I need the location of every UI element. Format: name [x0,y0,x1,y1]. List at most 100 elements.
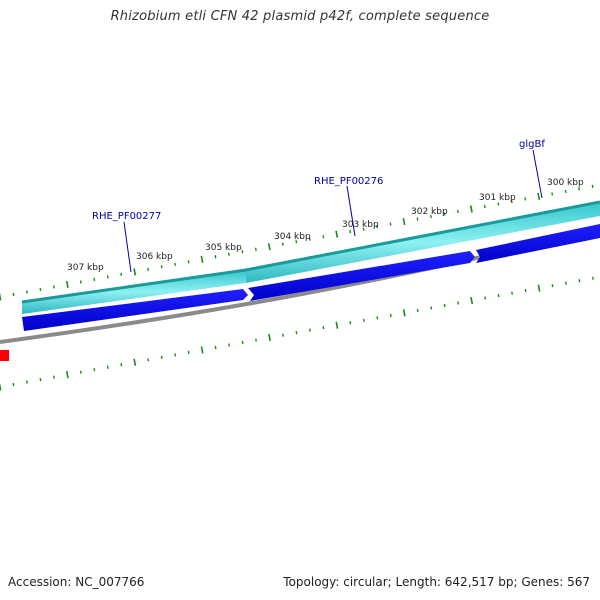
gene-block-forward-2[interactable] [246,202,600,283]
scale-label-301: 301 kbp [479,193,516,203]
outer-scale-major-tick [267,243,271,251]
outer-scale-minor-tick [25,290,28,294]
accession-text: Accession: NC_007766 [8,575,145,589]
outer-scale-minor-tick [510,199,513,204]
outer-scale-minor-tick [322,235,325,239]
outer-scale-major-tick [0,293,2,301]
gene-labels: RHE_PF00277 RHE_PF00276 glgBf [92,139,545,273]
outer-scale-minor-tick [93,277,96,282]
outer-scale-minor-tick [362,227,365,231]
outer-scale-minor-tick [187,260,190,264]
forward-strand-track [21,200,600,314]
inner-scale-minor-tick [255,338,257,342]
inner-scale-minor-tick [160,355,163,359]
outer-scale-minor-tick [106,275,109,279]
inner-scale-minor-tick [214,345,217,350]
inner-scale-minor-tick [457,301,460,305]
inner-scale-minor-tick [443,303,446,308]
inner-scale-minor-tick [430,306,433,310]
outer-scale-major-tick [335,230,339,238]
outer-scale-minor-tick [376,225,379,229]
outer-scale-minor-tick [227,252,230,256]
scale-label-305: 305 kbp [205,243,242,253]
inner-scale-minor-tick [174,353,177,357]
outer-scale-minor-tick [254,247,257,251]
outer-scale-minor-tick [443,212,446,216]
scale-label-304: 304 kbp [274,232,311,242]
inner-scale-minor-tick [12,382,15,387]
outer-scale-minor-tick [281,242,284,246]
outer-scale-minor-tick [564,189,567,194]
inner-scale-major-tick [200,346,204,354]
outer-scale-minor-tick [483,204,486,209]
inner-scale-ticks [0,276,594,391]
gene-block-forward-1[interactable] [22,270,246,314]
outer-scale-major-tick [402,217,406,226]
inner-scale-minor-tick [578,279,581,283]
outer-scale-minor-tick [52,285,55,289]
scale-label-307: 307 kbp [67,263,104,273]
outer-scale-minor-tick [456,209,459,214]
outer-scale-minor-tick [147,267,150,271]
inner-scale-minor-tick [497,293,500,298]
outer-scale-ticks [0,184,594,301]
outer-scale-minor-tick [429,214,432,219]
inner-scale-minor-tick [39,377,42,382]
sequence-summary: Topology: circular; Length: 642,517 bp; … [283,575,590,589]
inner-scale-major-tick [470,296,474,305]
gene-arrow-reverse-1[interactable] [22,289,248,331]
gene-label-rhe-pf00276[interactable]: RHE_PF00276 [314,176,383,187]
inner-scale-minor-tick [484,296,487,300]
inner-scale-minor-tick [551,284,554,288]
inner-scale-major-tick [537,284,541,292]
gene-label-rhe-pf00277[interactable]: RHE_PF00277 [92,211,161,222]
inner-scale-minor-tick [349,321,352,325]
inner-scale-minor-tick [376,316,379,320]
gene-label-glgbf[interactable]: glgBf [519,139,545,150]
inner-scale-minor-tick [120,363,123,367]
inner-scale-minor-tick [511,291,514,295]
inner-scale-minor-tick [308,328,311,332]
inner-scale-minor-tick [241,340,244,345]
inner-scale-minor-tick [362,318,365,322]
inner-scale-minor-tick [25,380,28,384]
outer-scale-minor-tick [120,272,123,276]
inner-scale-minor-tick [389,313,392,317]
outer-scale-major-tick [65,280,69,289]
reverse-strand-track [22,224,600,331]
gene-label-line-glgbf [532,149,543,199]
outer-scale-major-tick [537,192,541,201]
inner-scale-minor-tick [52,375,55,379]
outer-scale-minor-tick [160,265,163,269]
inner-scale-minor-tick [106,365,109,369]
scale-labels: 307 kbp 306 kbp 305 kbp 304 kbp 303 kbp … [67,178,584,273]
inner-scale-major-tick [0,383,2,391]
gene-block-edge [21,200,600,304]
inner-scale-minor-tick [147,358,150,362]
outer-scale-minor-tick [551,192,554,196]
outer-scale-minor-tick [308,237,311,241]
inner-scale-major-tick [65,371,69,379]
inner-scale-minor-tick [565,281,567,285]
outer-scale-minor-tick [497,202,500,206]
outer-scale-minor-tick [241,250,244,254]
gene-label-line-rhe-pf00276 [346,185,356,237]
gene-label-line-rhe-pf00277 [123,221,132,273]
outer-scale-minor-tick [389,222,392,226]
outer-scale-minor-tick [349,230,352,234]
outer-scale-minor-tick [295,240,298,244]
gene-arrow-reverse-3[interactable] [476,224,600,263]
gene-arrow-reverse-2[interactable] [248,251,475,301]
red-feature[interactable] [0,350,9,361]
inner-scale-minor-tick [524,289,527,293]
inner-scale-minor-tick [228,343,231,347]
inner-scale-minor-tick [295,331,298,335]
outer-scale-minor-tick [12,292,15,297]
inner-scale-minor-tick [322,326,325,330]
outer-scale-minor-tick [591,184,594,188]
inner-scale-minor-tick [187,350,190,355]
outer-scale-minor-tick [578,187,581,191]
scale-label-306: 306 kbp [136,252,173,262]
outer-scale-minor-tick [214,255,217,259]
